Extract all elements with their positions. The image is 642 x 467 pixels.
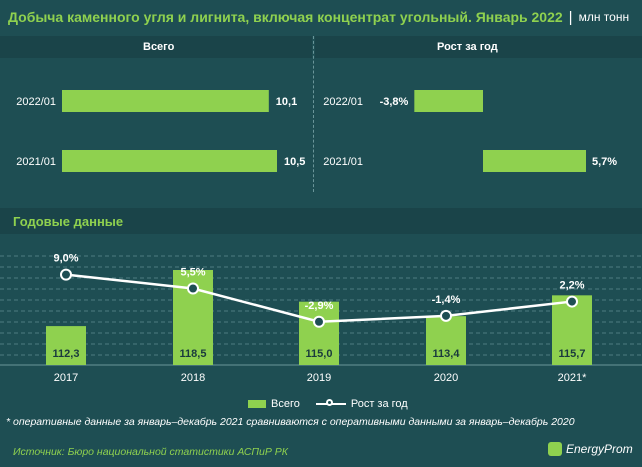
footnote: * оперативные данные за январь–декабрь 2… — [6, 416, 575, 428]
annual-bar-value-label: 112,3 — [53, 348, 80, 360]
growth-bar — [483, 150, 586, 172]
legend-swatch-bars — [248, 400, 266, 408]
growth-point — [566, 295, 578, 308]
total-bar — [62, 150, 277, 172]
year-tick-label: 2017 — [54, 372, 78, 384]
panel-title-growth: Рост за год — [437, 41, 498, 53]
panel-header-growth: Рост за год — [315, 36, 642, 58]
growth-category-label: 2021/01 — [323, 156, 363, 168]
legend: Всего Рост за год — [248, 398, 408, 410]
annual-bar-value-label: 113,4 — [433, 348, 461, 360]
title-bar: Добыча каменного угля и лигнита, включая… — [0, 0, 642, 34]
panel-divider — [313, 36, 314, 192]
annual-bar-value-label: 115,0 — [306, 348, 333, 360]
annual-bar — [46, 326, 86, 365]
annual-bar — [426, 316, 466, 365]
total-value-label: 10,1 — [276, 96, 297, 108]
energyprom-logo-icon — [548, 442, 562, 456]
growth-point-label: 2,2% — [559, 280, 584, 292]
total-bar — [62, 90, 269, 112]
panel-title-total: Всего — [143, 41, 175, 53]
growth-value-label: -3,8% — [380, 96, 409, 108]
growth-point — [440, 309, 452, 322]
year-tick-label: 2018 — [181, 372, 205, 384]
growth-bar — [414, 90, 483, 112]
legend-label-line: Рост за год — [350, 398, 408, 410]
total-value-label: 10,5 — [284, 156, 305, 168]
growth-point — [187, 282, 199, 295]
panel-header-total: Всего — [0, 36, 312, 58]
legend-swatch-line — [315, 399, 346, 406]
annual-bar-value-label: 118,5 — [180, 348, 207, 360]
growth-value-label: 5,7% — [592, 156, 617, 168]
section-title: Годовые данные — [13, 214, 124, 229]
growth-point-label: 5,5% — [180, 267, 205, 279]
growth-point-label: 9,0% — [53, 253, 78, 265]
total-category-label: 2021/01 — [16, 156, 56, 168]
logo-text: EnergyProm — [566, 442, 633, 456]
growth-point-label: -1,4% — [432, 294, 461, 306]
logo: EnergyProm — [548, 442, 633, 456]
year-tick-label: 2021* — [558, 372, 587, 384]
growth-category-label: 2022/01 — [323, 96, 363, 108]
total-category-label: 2022/01 — [16, 96, 56, 108]
year-tick-label: 2020 — [434, 372, 458, 384]
year-tick-label: 2019 — [307, 372, 331, 384]
annual-bar — [299, 301, 339, 365]
source-note: Источник: Бюро национальной статистики А… — [13, 446, 288, 458]
growth-point — [313, 315, 325, 328]
growth-point-label: -2,9% — [305, 300, 334, 312]
unit-label: млн тонн — [578, 10, 630, 24]
annual-bar-value-label: 115,7 — [559, 348, 586, 360]
section-header: Годовые данные — [0, 208, 642, 234]
title-separator: | — [568, 8, 573, 26]
chart-title: Добыча каменного угля и лигнита, включая… — [8, 9, 563, 25]
legend-label-bars: Всего — [271, 398, 300, 410]
growth-point — [60, 268, 72, 281]
